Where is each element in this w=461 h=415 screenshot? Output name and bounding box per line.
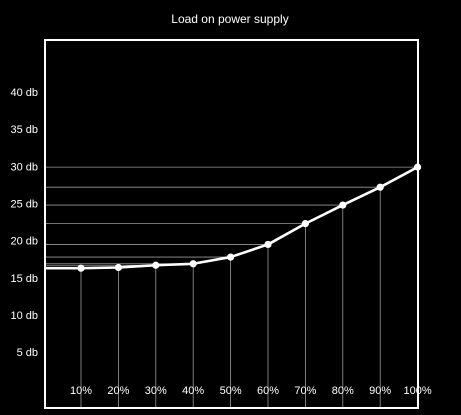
data-point [227,253,235,261]
chart-title: Load on power supply [171,12,288,26]
series-line [45,165,419,270]
y-tick-label: 25 db [10,199,38,211]
data-point [264,240,272,249]
x-tick-label: 90% [369,385,391,397]
x-tick-label: 30% [145,385,167,397]
data-point [189,260,197,268]
x-tick-label: 80% [332,385,354,397]
data-point [339,201,347,209]
y-tick-label: 40 db [10,87,38,99]
x-tick-label: 100% [404,385,432,397]
data-point [301,220,309,228]
data-point [152,261,160,269]
x-tick-label: 50% [220,385,242,397]
x-tick-label: 10% [70,385,92,397]
y-tick-label: 35 db [10,124,38,136]
x-tick-label: 40% [182,385,204,397]
x-tick-label: 60% [257,385,279,397]
x-axis-ticks: 10% 20% 30% 40% 50% 60% 70% 80% 90% 100% [70,385,432,397]
x-tick-label: 70% [294,385,316,397]
y-tick-label: 20 db [10,236,38,248]
guide-lines [45,166,419,408]
y-tick-label: 10 db [10,310,38,322]
x-tick-label: 20% [107,385,129,397]
data-point [114,263,122,272]
y-axis-ticks: 5 db 10 db 15 db 20 db 25 db 30 db 35 db 40 db [10,87,38,359]
series-layer [45,165,419,270]
y-tick-label: 30 db [10,161,38,173]
data-point [77,264,85,272]
plot-frame [44,39,419,409]
y-tick-label: 5 db [17,347,38,359]
data-points [77,163,422,272]
data-point [376,183,384,191]
y-tick-label: 15 db [10,273,38,285]
